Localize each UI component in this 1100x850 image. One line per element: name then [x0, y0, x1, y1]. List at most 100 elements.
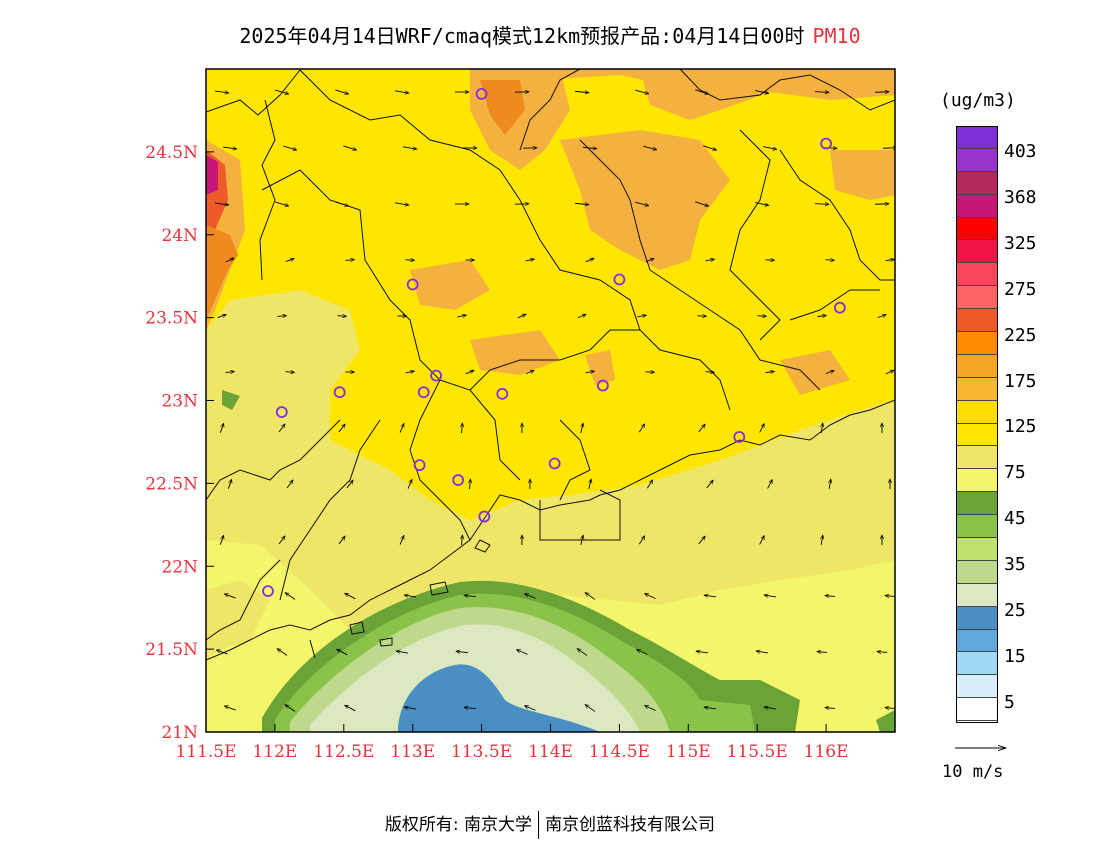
wind-arrow	[275, 201, 288, 206]
wind-arrow	[335, 201, 348, 206]
station-markers	[262, 87, 846, 598]
legend-label: 225	[1004, 324, 1037, 346]
lon-label: 115E	[666, 742, 711, 762]
wind-arrow	[817, 315, 827, 316]
map-frame	[205, 68, 896, 733]
legend-swatch	[957, 286, 997, 310]
copyright-left: 版权所有: 南京大学	[384, 815, 533, 835]
wind-arrow	[759, 536, 765, 545]
wind-arrow	[277, 316, 287, 317]
legend-swatch	[957, 469, 997, 493]
wind-arrow	[338, 424, 345, 433]
wind-arrow	[703, 145, 716, 150]
wind-arrow	[695, 89, 708, 94]
station-marker	[417, 386, 430, 399]
station-marker	[475, 87, 488, 100]
legend-label: 5	[1004, 691, 1015, 713]
wind-arrow	[698, 536, 705, 545]
legend-swatch	[957, 698, 997, 722]
wind-arrow	[814, 204, 829, 205]
station-marker	[430, 369, 443, 382]
wind-arrow	[696, 651, 709, 653]
wind-arrow	[759, 424, 765, 433]
wind-arrow	[585, 705, 596, 712]
lon-label: 113E	[390, 742, 435, 762]
wind-arrow	[275, 89, 288, 94]
legend-label: 35	[1004, 554, 1026, 576]
lat-label: 23.5N	[145, 309, 198, 329]
wind-arrow	[470, 479, 471, 490]
legend-swatch	[957, 377, 997, 401]
wind-arrow	[219, 535, 223, 545]
wind-arrow	[462, 423, 463, 434]
wind-arrow	[345, 704, 356, 712]
wind-arrow	[345, 260, 355, 261]
wind-arrow	[345, 592, 356, 600]
wind-arrow	[335, 89, 348, 94]
legend-label: 15	[1004, 645, 1026, 667]
wind-arrow	[817, 652, 828, 653]
wind-arrow	[638, 424, 644, 433]
wind-arrow	[395, 202, 409, 205]
wind-arrow	[405, 260, 415, 261]
wind-arrow	[582, 147, 597, 148]
station-marker	[413, 459, 426, 472]
legend-swatch	[957, 538, 997, 561]
wind-arrow	[224, 706, 236, 711]
wind-arrow	[278, 536, 285, 545]
wind-arrow	[645, 593, 656, 599]
station-marker	[820, 137, 832, 150]
lon-label: 114E	[528, 742, 573, 762]
wind-arrow	[223, 147, 237, 149]
wind-arrow	[404, 595, 416, 597]
wind-vectors	[215, 89, 895, 712]
wind-arrow	[227, 479, 231, 489]
wind-arrow	[885, 369, 894, 375]
wind-arrow	[763, 146, 777, 150]
legend-label: 275	[1004, 278, 1037, 300]
wind-arrow	[456, 651, 469, 652]
wind-arrow	[407, 479, 413, 489]
wind-arrow	[695, 201, 708, 206]
legend-swatch	[957, 560, 997, 584]
wind-arrow	[517, 313, 526, 319]
wind-arrow	[825, 260, 835, 261]
wind-arrow	[338, 536, 345, 545]
wind-arrow	[581, 535, 583, 545]
coastline	[206, 399, 895, 661]
station-marker	[496, 387, 509, 400]
wind-arrow	[525, 370, 534, 375]
wind-arrow	[825, 370, 834, 375]
wind-arrow	[216, 650, 228, 655]
wind-arrow	[705, 372, 715, 373]
wind-arrow	[637, 315, 647, 317]
wind-arrow	[574, 203, 589, 204]
legend-swatch	[957, 492, 997, 516]
wind-arrow	[277, 649, 288, 656]
wind-arrow	[285, 705, 296, 712]
station-marker	[613, 273, 626, 286]
wind-arrow	[585, 371, 595, 373]
wind-arrow	[577, 649, 588, 656]
station-marker	[452, 474, 465, 486]
wind-arrow	[516, 649, 528, 655]
copyright-separator	[538, 811, 540, 839]
wind-arrow	[704, 707, 717, 709]
wind-arrow	[635, 201, 649, 206]
title-main: 2025年04月14日WRF/cmaq模式12km预报产品:04月14日00时	[239, 24, 805, 48]
wind-arrow	[395, 90, 409, 93]
wind-arrow	[814, 92, 829, 93]
wind-arrow	[217, 314, 226, 318]
wind-arrow	[643, 145, 657, 150]
wind-reference-label: 10 m/s	[942, 762, 1004, 782]
legend-label: 125	[1004, 416, 1037, 438]
wind-arrow	[755, 202, 769, 206]
legend-label: 25	[1004, 600, 1026, 621]
lat-label: 22.5N	[145, 474, 198, 494]
wind-arrow	[215, 203, 229, 205]
legend-label: 325	[1004, 232, 1037, 254]
wind-arrow	[706, 480, 713, 489]
wind-arrow	[764, 707, 777, 709]
wind-arrow	[337, 648, 348, 656]
